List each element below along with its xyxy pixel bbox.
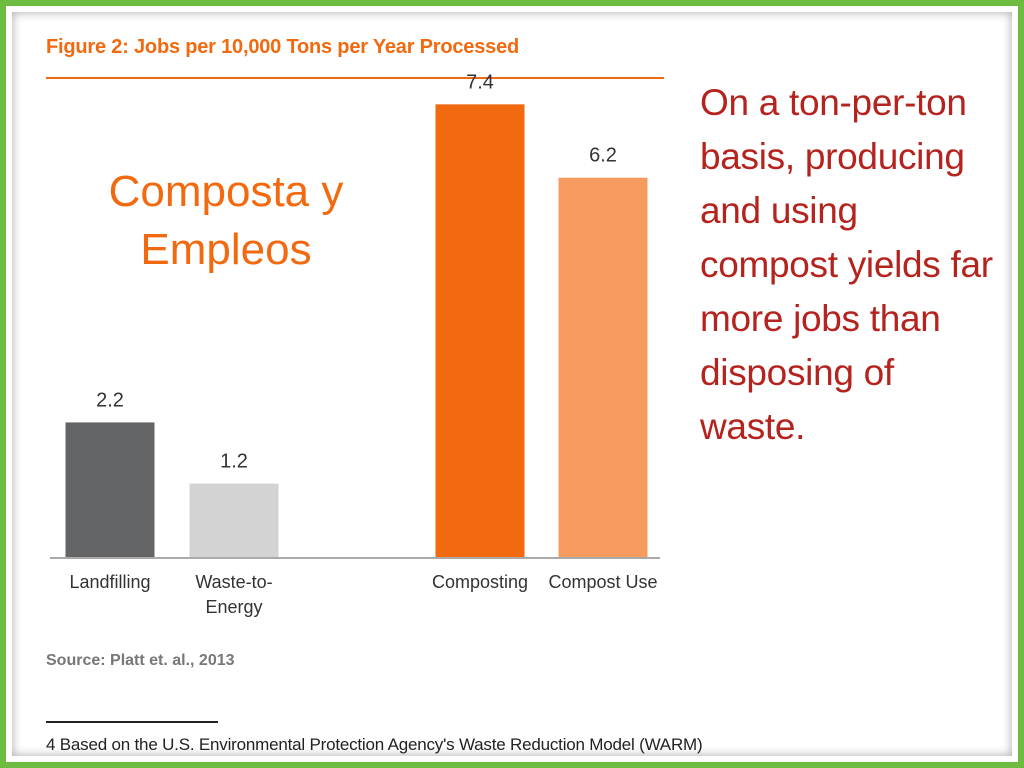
- x-tick-label: Landfilling: [69, 572, 150, 592]
- x-tick-label: Composting: [432, 572, 528, 592]
- bar-landfilling: [65, 422, 155, 557]
- figure-title: Figure 2: Jobs per 10,000 Tons per Year …: [46, 36, 520, 58]
- x-tick-label: Energy: [205, 597, 262, 617]
- title-rule: [46, 77, 664, 79]
- x-tick-label: Waste-to-: [195, 572, 272, 592]
- overlay-title: Composta y Empleos: [108, 167, 344, 274]
- bar-waste-to-energy: [189, 483, 279, 557]
- source-note: Source: Platt et. al., 2013: [46, 652, 235, 669]
- bar-value-label: 2.2: [96, 389, 124, 411]
- side-text: On a ton-per-ton basis, producing and us…: [700, 82, 993, 447]
- bar-value-label: 7.4: [466, 71, 494, 93]
- bar-compost-use: [558, 177, 648, 557]
- bar-composting: [435, 104, 525, 557]
- footnote-rule: [46, 721, 218, 723]
- bar-value-label: 1.2: [220, 451, 248, 473]
- footnote: 4 Based on the U.S. Environmental Protec…: [46, 735, 703, 754]
- bar-value-label: 6.2: [589, 145, 617, 167]
- x-tick-label: Compost Use: [548, 572, 657, 592]
